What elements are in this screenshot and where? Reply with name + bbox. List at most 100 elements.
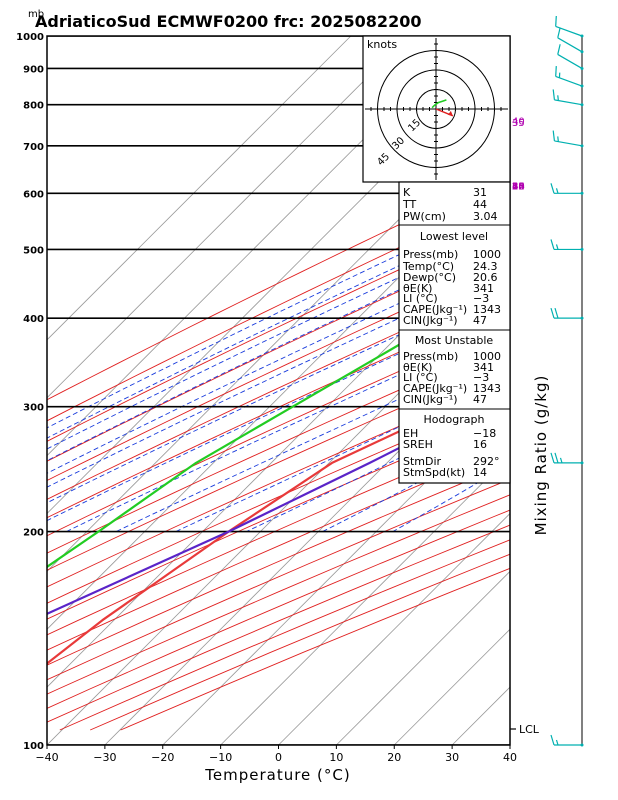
- ll-temp-value: 24.3: [473, 260, 498, 273]
- ll-dewp-label: Dewp(°C): [403, 271, 456, 284]
- mixing-ratio-label: 18: [512, 181, 525, 192]
- wind-barb: [555, 15, 584, 38]
- dry-adiabat-line: [47, 195, 510, 422]
- dry-adiabat-line: [47, 281, 510, 500]
- chart-title: AdriaticoSud ECMWF0200 frc: 2025082200: [35, 12, 421, 31]
- wind-barb-flag: [552, 130, 556, 142]
- hp-stmdir-label: StmDir: [403, 455, 442, 468]
- sounding-profiles: [47, 238, 510, 665]
- ll-cape-label: CAPE(Jkg⁻¹): [403, 303, 467, 316]
- ll-thetae-label: θE(K): [403, 282, 432, 295]
- parcel-path: [47, 389, 510, 616]
- wind-barb-flag: [550, 239, 555, 250]
- wind-barb: [552, 89, 584, 107]
- mu-cape-label: CAPE(Jkg⁻¹): [403, 382, 467, 395]
- pressure-tick-label: 500: [23, 245, 44, 256]
- ll-press-value: 1000: [473, 248, 501, 261]
- wind-barb-half-flag: [557, 95, 559, 101]
- moist-adiabat-line: [47, 202, 510, 429]
- isotherm-line: [47, 165, 510, 630]
- wind-barb-flag: [554, 307, 559, 319]
- moist-adiabat-line: [47, 238, 510, 462]
- ll-li-label: LI (°C): [403, 292, 438, 305]
- wind-barb-dot: [580, 316, 584, 320]
- pressure-tick-label: 1000: [16, 32, 44, 43]
- mixing-ratio-label: 12: [512, 181, 525, 192]
- pressure-tick-label: 800: [23, 101, 44, 112]
- index-tt-value: 44: [473, 198, 487, 211]
- isotherm-line: [47, 36, 352, 341]
- mixing-ratio-label: 3: [512, 181, 518, 192]
- storm-motion-arrowhead: [447, 110, 453, 116]
- wind-barb-flag: [557, 27, 561, 38]
- mixing-ratio-label: 2: [512, 181, 518, 192]
- wind-barb: [557, 44, 584, 70]
- wind-barb-flag: [555, 66, 557, 77]
- ll-temp-label: Temp(°C): [402, 260, 454, 273]
- wind-barb-shaft: [555, 75, 583, 87]
- index-k-label: K: [403, 186, 411, 199]
- dry-adiabat-line: [47, 446, 510, 651]
- wind-barb-flag: [555, 15, 557, 27]
- wind-barb: [550, 734, 584, 747]
- wind-barb-dot: [580, 144, 584, 148]
- mu-cin-value: 47: [473, 393, 487, 406]
- wind-barb: [557, 27, 584, 54]
- mixing-ratio-label: 8: [512, 181, 518, 192]
- temperature-tick-label: 0: [275, 751, 282, 764]
- dry-adiabat-line: [47, 478, 510, 681]
- pressure-tick-label: 200: [23, 528, 44, 539]
- wind-barb-half-flag: [555, 244, 559, 250]
- wind-barb-dot: [580, 84, 584, 88]
- wind-barb: [550, 307, 584, 320]
- moist-adiabat-lines: [47, 202, 510, 533]
- hp-sreh-label: SREH: [403, 438, 433, 451]
- mixing-ratio-label: 20: [512, 181, 525, 192]
- moist-adiabat-line: [47, 283, 510, 504]
- temperature-tick-label: 10: [329, 751, 343, 764]
- isotherm-line: [278, 512, 510, 745]
- wind-barb-half-flag: [559, 457, 563, 464]
- mu-thetae-value: 341: [473, 361, 494, 374]
- wind-barb-shaft: [557, 37, 583, 53]
- mixing-ratio-label: 35: [512, 118, 525, 129]
- wind-barb-shaft: [557, 53, 583, 69]
- indices-panel: K 31 TT 44 PW(cm) 3.04 Lowest level Pres…: [398, 181, 511, 484]
- mu-li-label: LI (°C): [403, 371, 438, 384]
- mu-cin-label: CIN(Jkg⁻¹): [403, 393, 458, 406]
- right-axis-label: Mixing Ratio (g/kg): [532, 375, 550, 536]
- wind-barb-dot: [580, 66, 584, 70]
- dry-adiabat-line: [47, 494, 510, 695]
- isotherm-line: [47, 36, 467, 457]
- hp-eh-label: EH: [403, 427, 418, 440]
- index-tt-label: TT: [402, 198, 417, 211]
- dry-adiabat-line: [47, 462, 510, 666]
- wind-barb-shaft: [554, 140, 583, 147]
- wind-barb-flag: [554, 452, 559, 464]
- dewpoint-profile: [47, 238, 510, 569]
- hp-stmdir-value: 292°: [473, 455, 500, 468]
- wind-barb-dot: [580, 50, 584, 54]
- hodograph-unit-label: knots: [367, 38, 397, 51]
- temperature-tick-label: −40: [35, 751, 58, 764]
- mixing-ratio-label: 10: [512, 181, 525, 192]
- mixing-ratio-label: 25: [512, 181, 525, 192]
- moist-adiabat-line: [47, 225, 510, 450]
- moist-adiabat-line: [47, 266, 510, 488]
- pressure-tick-label: 900: [23, 64, 44, 75]
- mixing-ratio-label: 6: [512, 181, 518, 192]
- lowest-level-header: Lowest level: [420, 230, 488, 243]
- pressure-tick-label: 600: [23, 189, 44, 200]
- mixing-ratio-label: 1: [512, 181, 518, 192]
- isotherm-line: [220, 455, 510, 745]
- temperature-tick-label: 30: [445, 751, 459, 764]
- mu-cape-value: 1343: [473, 382, 501, 395]
- temperature-tick-labels: −40 −30 −20 −10 0 10 20 30 40: [35, 745, 517, 764]
- hp-stmspd-value: 14: [473, 466, 487, 479]
- mixing-ratio-label: 40: [512, 117, 525, 128]
- wind-barb-dot: [580, 461, 584, 465]
- wind-barb-shaft: [554, 99, 583, 106]
- dry-adiabat-line: [47, 302, 510, 519]
- dry-adiabat-line: [47, 395, 510, 604]
